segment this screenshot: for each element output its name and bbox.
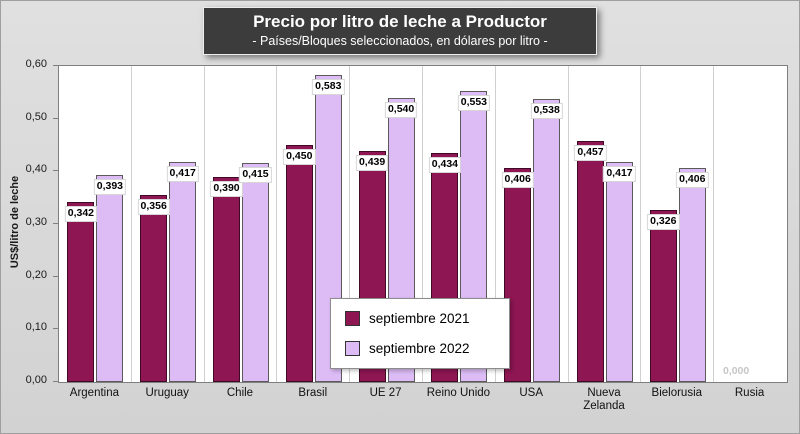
y-tick-mark — [53, 381, 58, 382]
chart-title: Precio por litro de leche a Productor — [253, 12, 547, 31]
bar-value-label: 0,583 — [312, 79, 345, 95]
bar-value-label: 0,406 — [501, 172, 534, 188]
chart-title-box: Precio por litro de leche a Productor - … — [203, 7, 597, 55]
category-group: 0,356 0,417 — [132, 66, 205, 382]
bar-value-label: 0,417 — [166, 166, 199, 182]
legend-label-2021: septiembre 2021 — [369, 311, 470, 326]
category-group: 0,000 — [714, 66, 787, 382]
y-axis-tick-marks — [53, 65, 58, 382]
bar-value-label: 0,417 — [603, 166, 636, 182]
bar — [169, 162, 197, 382]
bar — [140, 195, 168, 382]
bar-value-label: 0,342 — [64, 206, 98, 222]
category-group: 0,390 0,415 — [205, 66, 278, 382]
category-group: 0,342 0,393 — [59, 66, 132, 382]
bar-value-label: 0,415 — [239, 167, 272, 183]
y-tick-label: 0,40 — [25, 163, 47, 176]
y-tick-label: 0,50 — [25, 110, 47, 123]
x-axis-label: Bielorusia — [651, 387, 703, 399]
bar — [241, 163, 269, 382]
legend-item-septiembre-2022: septiembre 2022 — [345, 341, 495, 356]
bar-value-label: 0,390 — [210, 181, 243, 197]
plot-area: septiembre 2021 septiembre 2022 0,342 0,3… — [58, 65, 788, 383]
x-axis-label: Chile — [226, 387, 254, 399]
legend-item-septiembre-2021: septiembre 2021 — [345, 311, 495, 326]
y-tick-mark — [53, 65, 58, 66]
x-axis-label: USA — [519, 387, 544, 399]
legend-label-2022: septiembre 2022 — [369, 341, 470, 356]
bar — [67, 202, 95, 382]
bar — [576, 141, 604, 382]
bar-value-label: 0,540 — [384, 102, 418, 118]
legend-swatch-2022 — [345, 341, 360, 356]
bar — [212, 177, 240, 382]
y-tick-label: 0,60 — [25, 58, 47, 70]
bar — [285, 145, 313, 382]
y-tick-mark — [53, 328, 58, 330]
bar-value-label: 0,553 — [457, 95, 491, 111]
bar-value-label: 0,406 — [676, 172, 709, 188]
bar-value-label: 0,393 — [93, 179, 127, 195]
bar — [649, 210, 677, 382]
bar-value-label: 0,439 — [355, 155, 389, 171]
legend-swatch-2021 — [345, 311, 360, 326]
x-axis-label: Nueva Zelanda — [583, 387, 625, 413]
y-tick-label: 0,00 — [25, 374, 47, 386]
x-axis-label: Rusia — [734, 387, 765, 399]
bar-value-label: 0,434 — [428, 157, 462, 173]
bar — [96, 175, 124, 382]
category-group: 0,457 0,417 — [569, 66, 642, 382]
bar — [533, 99, 561, 382]
y-tick-mark — [53, 223, 58, 224]
y-tick-label: 0,20 — [25, 268, 47, 281]
chart-subtitle: - Países/Bloques seleccionados, en dólar… — [252, 34, 548, 48]
bar-value-label: 0,538 — [530, 103, 563, 119]
x-axis-label: UE 27 — [369, 387, 402, 399]
x-axis-label: Brasil — [298, 387, 328, 399]
bar-value-label: 0,450 — [283, 149, 316, 165]
x-axis-label: Uruguay — [145, 387, 189, 399]
y-tick-label: 0,10 — [25, 321, 47, 334]
y-tick-mark — [53, 117, 58, 119]
category-group: 0,406 0,538 — [496, 66, 569, 382]
bar — [605, 162, 633, 382]
category-group: 0,450 0,583 — [277, 66, 351, 382]
y-axis-tick-labels: 0,00 0,10 0,20 0,30 0,40 0,50 0,60 — [1, 58, 51, 386]
y-tick-mark — [53, 170, 58, 172]
bar-value-label: 0,000 — [722, 365, 750, 378]
bar-value-label: 0,356 — [137, 199, 170, 215]
bar — [678, 168, 706, 382]
legend: septiembre 2021 septiembre 2022 — [330, 298, 510, 369]
category-group: 0,326 0,406 — [641, 66, 715, 382]
x-axis-label: Argentina — [69, 387, 120, 399]
y-tick-mark — [53, 275, 58, 277]
bar-value-label: 0,326 — [647, 214, 680, 230]
x-axis-label: Reino Unido — [426, 387, 491, 399]
x-axis-labels: Argentina Uruguay Chile Brasil UE 27 Reino Un… — [58, 387, 786, 427]
bar-value-label: 0,457 — [574, 145, 607, 161]
y-tick-label: 0,30 — [25, 216, 47, 228]
